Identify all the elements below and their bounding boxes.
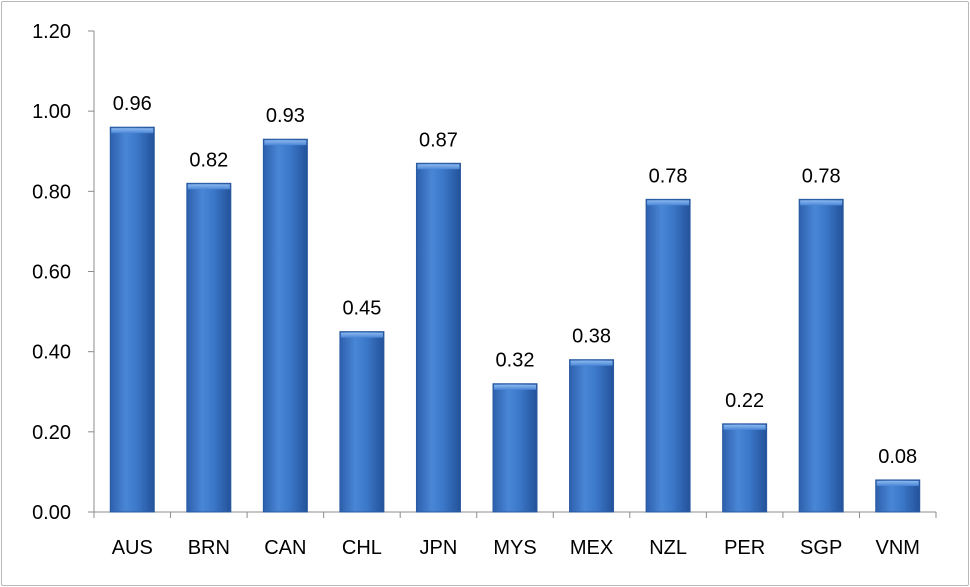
x-tick-label: NZL <box>649 537 687 559</box>
x-tick-label: MYS <box>493 537 536 559</box>
data-label: 0.78 <box>649 165 688 187</box>
data-label: 0.32 <box>496 350 535 372</box>
data-label: 0.96 <box>113 93 152 115</box>
x-tick-label: JPN <box>420 537 458 559</box>
data-label: 0.38 <box>572 326 611 348</box>
bar-highlight <box>800 200 843 206</box>
data-label: 0.22 <box>725 390 764 412</box>
x-axis: AUS BRN CAN CHL JPN MYS MEX NZL PER SGP VNM <box>93 511 937 559</box>
data-label: 0.93 <box>266 105 305 127</box>
y-tick-label: 0.20 <box>32 422 71 444</box>
bar-highlight <box>264 140 307 146</box>
bar-per <box>722 423 768 513</box>
data-labels: 0.96 0.82 0.93 0.45 0.87 0.32 0.38 0.78 0.22 0.78… <box>113 93 917 468</box>
bar-chl <box>339 331 385 513</box>
bar-highlight <box>570 360 613 366</box>
bar-highlight <box>417 164 460 170</box>
data-label: 0.78 <box>802 165 841 187</box>
x-tick-label: CHL <box>342 537 382 559</box>
y-tick-label: 0.00 <box>32 502 71 524</box>
bar-mex <box>569 359 615 513</box>
x-tick-label: VNM <box>876 537 920 559</box>
bar-sgp <box>798 198 844 513</box>
bar-highlight <box>647 200 690 206</box>
bar-highlight <box>876 480 919 486</box>
bar-nzl <box>645 198 691 513</box>
bar-mys <box>492 383 538 513</box>
bar-jpn <box>415 162 461 513</box>
data-label: 0.87 <box>419 129 458 151</box>
bar-highlight <box>723 424 766 430</box>
x-tick-label: MEX <box>570 537 613 559</box>
x-tick-label: AUS <box>112 537 153 559</box>
y-tick-label: 0.80 <box>32 181 71 203</box>
bar-highlight <box>340 332 383 338</box>
y-tick-label: 0.40 <box>32 342 71 364</box>
y-tick-label: 0.60 <box>32 262 71 284</box>
bar-highlight <box>494 384 536 390</box>
data-label: 0.45 <box>342 298 381 320</box>
bar-brn <box>186 182 232 513</box>
data-label: 0.08 <box>878 446 917 468</box>
bar-highlight <box>187 184 230 190</box>
y-tick-label: 1.20 <box>32 21 71 43</box>
x-tick-label: PER <box>724 537 765 559</box>
y-tick-label: 1.00 <box>32 101 71 123</box>
data-label: 0.82 <box>189 149 228 171</box>
bars <box>109 126 921 513</box>
bar-can <box>262 138 308 513</box>
x-tick-label: SGP <box>800 537 842 559</box>
bar-highlight <box>111 128 154 134</box>
y-axis: 0.00 0.20 0.40 0.60 0.80 1.00 1.20 <box>32 21 95 524</box>
bar-aus <box>109 126 155 513</box>
x-tick-label: CAN <box>264 537 306 559</box>
x-tick-label: BRN <box>188 537 230 559</box>
